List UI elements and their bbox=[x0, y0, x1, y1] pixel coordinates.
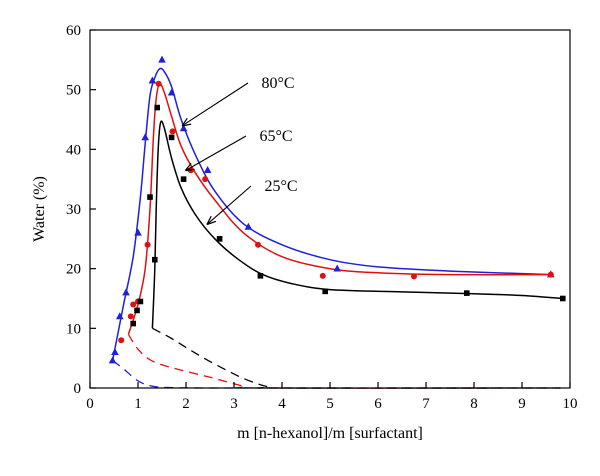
x-tick-label: 4 bbox=[278, 396, 286, 412]
data-point-80c bbox=[244, 222, 253, 230]
data-point-80c bbox=[115, 312, 124, 320]
data-point-80c bbox=[134, 228, 142, 236]
x-axis-label: m [n-hexanol]/m [surfactant] bbox=[237, 425, 423, 442]
data-point-65c bbox=[319, 272, 326, 279]
data-point-25c bbox=[560, 295, 566, 302]
data-point-25c bbox=[168, 134, 175, 141]
data-point-80c bbox=[179, 124, 188, 132]
x-tick-label: 6 bbox=[374, 396, 382, 412]
y-axis-label: Water (%) bbox=[31, 176, 48, 242]
x-tick-label: 3 bbox=[230, 396, 238, 412]
annotations: 80°C 65°C 25°C bbox=[183, 75, 298, 224]
data-point-80c bbox=[108, 356, 117, 364]
annotation-arrow-80c bbox=[183, 82, 249, 125]
data-point-65c bbox=[118, 337, 125, 344]
data-markers bbox=[108, 55, 566, 364]
data-point-80c bbox=[167, 88, 176, 96]
y-tick-label: 10 bbox=[66, 321, 81, 337]
data-point-65c bbox=[255, 241, 261, 248]
x-tick-label: 5 bbox=[326, 396, 334, 412]
data-point-65c bbox=[127, 313, 134, 320]
data-point-25c bbox=[154, 104, 160, 111]
data-point-65c bbox=[169, 128, 176, 135]
axis-ticks: 0 1 2 3 4 5 6 7 8 9 10 0 10 20 30 40 50 60 bbox=[66, 23, 578, 412]
data-point-65c bbox=[202, 176, 209, 183]
data-point-25c bbox=[257, 273, 264, 279]
data-point-65c bbox=[155, 80, 162, 87]
data-point-80c bbox=[333, 264, 341, 272]
x-tick-label: 0 bbox=[86, 396, 94, 412]
y-tick-label: 50 bbox=[66, 83, 81, 99]
data-point-25c bbox=[464, 290, 470, 296]
data-point-80c bbox=[148, 76, 157, 84]
annotation-arrow-65c bbox=[186, 135, 247, 170]
y-tick-label: 30 bbox=[66, 202, 81, 218]
data-point-65c bbox=[411, 273, 417, 280]
data-point-80c bbox=[122, 288, 130, 296]
fit-curve-80c bbox=[111, 67, 551, 361]
x-tick-label: 2 bbox=[182, 396, 190, 412]
data-point-25c bbox=[180, 176, 187, 182]
dashed-curve-65c bbox=[127, 333, 561, 389]
x-tick-label: 1 bbox=[134, 396, 142, 412]
data-point-80c bbox=[203, 166, 212, 174]
data-point-25c bbox=[130, 320, 136, 327]
x-tick-label: 8 bbox=[470, 396, 478, 412]
y-tick-label: 60 bbox=[66, 23, 81, 39]
annotation-label-65c: 65°C bbox=[259, 128, 292, 145]
dashed-curve-25c bbox=[152, 327, 561, 389]
data-point-80c bbox=[141, 133, 149, 141]
plot-frame bbox=[89, 29, 571, 389]
dashed-curves bbox=[112, 327, 561, 389]
dashed-curve-80c bbox=[112, 360, 561, 389]
y-tick-label: 0 bbox=[74, 381, 82, 397]
data-point-80c bbox=[111, 348, 119, 355]
data-point-25c bbox=[152, 256, 158, 263]
data-point-65c bbox=[144, 241, 151, 248]
x-tick-label: 10 bbox=[563, 396, 578, 412]
fit-curve-65c bbox=[127, 82, 551, 335]
data-point-25c bbox=[322, 288, 328, 295]
annotation-arrow-25c bbox=[208, 185, 252, 224]
fit-curves bbox=[111, 67, 563, 361]
data-point-65c bbox=[547, 271, 554, 278]
data-point-80c bbox=[158, 55, 166, 63]
data-point-25c bbox=[134, 307, 140, 314]
data-point-25c bbox=[137, 298, 144, 305]
annotation-label-25c: 25°C bbox=[264, 178, 297, 195]
y-tick-label: 40 bbox=[66, 142, 81, 158]
data-point-25c bbox=[216, 236, 223, 242]
data-point-65c bbox=[130, 301, 137, 308]
x-tick-label: 7 bbox=[422, 396, 430, 412]
fit-curve-25c bbox=[151, 120, 563, 329]
data-point-25c bbox=[147, 194, 153, 200]
y-tick-label: 20 bbox=[66, 262, 81, 278]
annotation-label-80c: 80°C bbox=[261, 75, 294, 92]
x-tick-label: 9 bbox=[518, 396, 526, 412]
